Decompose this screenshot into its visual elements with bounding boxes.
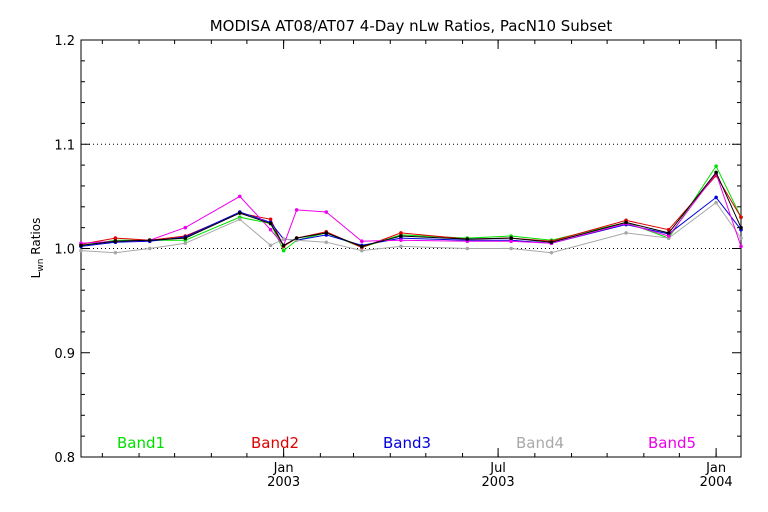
data-point-band4 xyxy=(509,246,513,251)
x-tick-label-year: 2003 xyxy=(267,475,300,490)
legend: Band1 Band2 Band3 Band4 Band5 xyxy=(117,434,696,452)
data-point-band4 xyxy=(465,246,470,251)
data-point-band4 xyxy=(183,241,188,246)
data-point-mean xyxy=(465,237,470,241)
data-point-band1 xyxy=(281,248,286,253)
legend-band1: Band1 xyxy=(117,434,165,452)
data-point-band5 xyxy=(399,238,403,242)
chart-title: MODISA AT08/AT07 4-Day nLw Ratios, PacN1… xyxy=(210,17,613,35)
data-point-mean xyxy=(509,236,513,240)
data-point-mean xyxy=(399,234,403,238)
data-point-band4 xyxy=(549,250,554,255)
data-point-band5 xyxy=(739,244,743,249)
data-point-band4 xyxy=(714,200,718,205)
data-point-mean xyxy=(294,236,299,240)
series-line-band3 xyxy=(80,196,742,247)
data-point-band5 xyxy=(324,210,329,214)
data-point-band4 xyxy=(268,243,273,248)
data-point-band5 xyxy=(294,208,299,212)
data-point-band4 xyxy=(360,248,364,253)
data-point-band4 xyxy=(237,217,242,222)
data-point-band4 xyxy=(147,246,152,251)
legend-band3: Band3 xyxy=(383,434,431,452)
data-point-band5 xyxy=(268,227,273,232)
data-point-band3 xyxy=(714,195,718,200)
data-point-band5 xyxy=(666,234,671,238)
x-tick-label-month: Jul xyxy=(489,461,506,476)
data-point-mean xyxy=(113,239,118,244)
y-axis-title-subscript: wn xyxy=(36,259,46,272)
data-point-mean xyxy=(739,225,743,230)
legend-band2: Band2 xyxy=(251,434,299,452)
data-point-mean xyxy=(324,231,329,235)
series-line-band4 xyxy=(80,201,742,254)
y-tick-label: 1.1 xyxy=(54,138,75,153)
x-tick-label-month: Jan xyxy=(273,461,294,476)
data-point-band4 xyxy=(79,248,83,253)
y-axis-title: Lwn Ratios xyxy=(29,218,46,279)
data-point-mean xyxy=(281,243,286,248)
plot-frame xyxy=(80,39,742,458)
y-tick-label: 1.2 xyxy=(54,34,75,49)
data-point-band5 xyxy=(237,194,242,199)
y-axis-title-main: L xyxy=(29,271,43,278)
y-tick-label: 0.9 xyxy=(54,347,75,362)
data-point-band4 xyxy=(324,240,329,245)
data-point-mean xyxy=(183,236,188,240)
x-tick-label-month: Jan xyxy=(705,461,726,476)
y-tick-label: 1.0 xyxy=(54,243,75,258)
data-point-band4 xyxy=(281,237,286,241)
data-point-band4 xyxy=(624,231,628,235)
x-tick-label-year: 2004 xyxy=(700,475,733,490)
gridlines xyxy=(81,143,741,249)
data-point-band4 xyxy=(739,236,743,240)
x-tick-label-year: 2003 xyxy=(482,475,515,490)
legend-band4: Band4 xyxy=(516,434,564,452)
data-point-band5 xyxy=(509,239,513,244)
series-line-band5 xyxy=(80,172,742,247)
data-point-band5 xyxy=(360,239,364,244)
data-point-mean xyxy=(268,221,273,226)
data-point-mean xyxy=(147,238,152,242)
data-point-mean xyxy=(360,244,364,249)
data-point-band2 xyxy=(113,236,118,240)
series-lines xyxy=(79,164,743,255)
data-point-band2 xyxy=(399,231,403,235)
data-point-band2 xyxy=(739,215,743,220)
data-point-band2 xyxy=(666,227,671,232)
y-tick-label: 0.8 xyxy=(54,451,75,466)
data-point-mean xyxy=(624,220,628,225)
series-line-mean xyxy=(80,171,742,247)
y-axis-title-rest: Ratios xyxy=(29,218,43,259)
data-point-mean xyxy=(549,240,554,245)
data-point-band4 xyxy=(399,244,403,249)
data-point-band5 xyxy=(183,225,188,230)
data-point-band4 xyxy=(113,250,118,255)
data-point-band2 xyxy=(268,217,273,222)
data-point-mean xyxy=(237,211,242,215)
data-point-mean xyxy=(714,170,718,175)
data-point-mean xyxy=(666,231,671,235)
y-axis: 0.8 0.9 1.0 1.1 1.2 xyxy=(54,34,741,466)
data-point-mean xyxy=(79,243,83,248)
legend-band5: Band5 xyxy=(648,434,696,452)
data-point-band1 xyxy=(714,164,718,168)
